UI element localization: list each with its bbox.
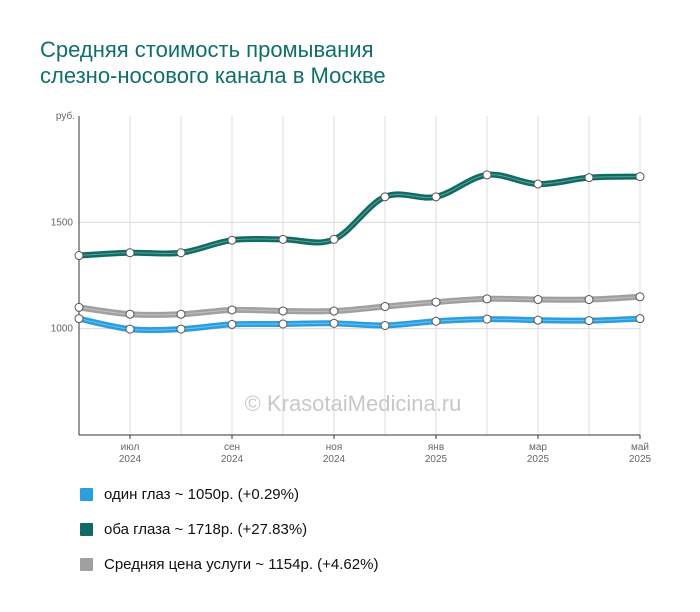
data-point-both-eyes [329,234,339,244]
data-point-both-eyes [227,235,237,245]
data-point-one-eye [227,319,237,329]
legend-swatch-both-eyes [80,522,93,536]
x-tick-label-year: 2025 [527,454,550,465]
data-point-average [380,302,390,312]
x-tick-label-month: ноя [326,442,343,453]
data-point-both-eyes [380,192,390,202]
data-point-both-eyes [125,248,135,258]
data-point-one-eye [584,316,594,326]
data-point-average [533,295,543,305]
legend-label-one-eye: один глаз ~ 1050р. (+0.29%) [104,485,299,503]
x-tick-label-year: 2025 [425,454,448,465]
data-point-both-eyes [635,172,645,182]
data-point-average [431,297,441,307]
x-tick-label-year: 2024 [221,454,244,465]
legend-item-both-eyes[interactable]: оба глаза ~ 1718р. (+27.83%) [80,519,378,539]
x-tick-label-year: 2025 [629,454,652,465]
watermark: © KrasotaiMedicina.ru [245,391,462,416]
series-line-both-eyes [76,171,643,259]
data-point-one-eye [74,314,84,324]
chart-legend: один глаз ~ 1050р. (+0.29%) оба глаза ~ … [80,484,378,589]
y-tick-label: 1000 [51,324,74,335]
data-point-one-eye [176,324,186,334]
data-point-one-eye [482,314,492,324]
x-tick-label-year: 2024 [119,454,142,465]
data-point-average [329,306,339,316]
legend-swatch-average [80,557,93,571]
x-tick-label-month: янв [428,442,444,453]
chart-title: Средняя стоимость промывания слезно-носо… [40,37,640,89]
data-point-average [227,305,237,315]
x-tick-label-year: 2024 [323,454,346,465]
data-point-both-eyes [74,251,84,261]
data-point-average [176,309,186,319]
y-unit-label: руб. [56,110,75,122]
y-tick-label: 1500 [51,217,74,228]
data-point-one-eye [329,318,339,328]
data-point-average [584,295,594,305]
data-point-one-eye [380,320,390,330]
legend-label-average: Средняя цена услуги ~ 1154р. (+4.62%) [104,555,379,573]
data-point-both-eyes [278,234,288,244]
x-tick-label-month: июл [121,442,140,453]
data-point-average [482,294,492,304]
data-point-one-eye [125,324,135,334]
data-point-both-eyes [584,173,594,183]
data-point-average [635,292,645,302]
legend-item-one-eye[interactable]: один глаз ~ 1050р. (+0.29%) [80,484,378,504]
data-point-average [278,306,288,316]
data-point-one-eye [431,316,441,326]
x-tick-label-month: мар [529,442,547,453]
data-point-both-eyes [176,248,186,258]
legend-label-both-eyes: оба глаза ~ 1718р. (+27.83%) [104,520,308,538]
x-tick-label-month: сен [224,442,240,453]
data-point-one-eye [278,319,288,329]
chart-title-line-1: Средняя стоимость промывания [40,37,374,62]
data-point-one-eye [533,315,543,325]
data-point-average [125,309,135,319]
x-tick-label-month: май [631,442,649,453]
legend-item-average[interactable]: Средняя цена услуги ~ 1154р. (+4.62%) [80,554,378,574]
data-point-one-eye [635,314,645,324]
chart-title-line-2: слезно-носового канала в Москве [40,63,386,88]
legend-swatch-one-eye [80,487,93,501]
data-point-both-eyes [482,170,492,180]
data-point-both-eyes [533,179,543,189]
data-point-average [74,302,84,312]
data-point-both-eyes [431,192,441,202]
